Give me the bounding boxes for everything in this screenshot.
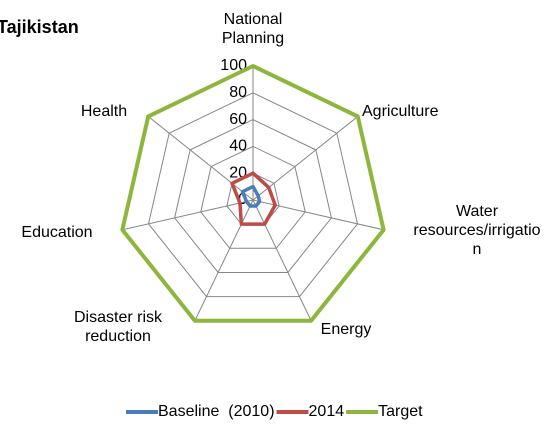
spoke	[252, 116, 359, 201]
spoke	[122, 199, 254, 231]
spoke	[194, 199, 254, 321]
r-tick-label: 40	[229, 138, 247, 155]
spoke	[252, 199, 312, 321]
legend-label: 2014	[309, 403, 345, 420]
r-tick-label: 60	[229, 111, 247, 128]
r-tick-label: 80	[229, 84, 247, 101]
category-label: National Planning	[221, 11, 285, 47]
series-line	[230, 171, 277, 226]
category-label: Water resources/irrigation	[413, 203, 541, 258]
series-line	[120, 64, 386, 323]
category-label: Energy	[320, 321, 372, 338]
chart-title: Tajikistan	[0, 17, 79, 37]
category-label: Disaster risk reduction	[73, 309, 162, 345]
legend-label: Target	[378, 403, 423, 420]
grid-ring	[147, 92, 359, 298]
category-label: Health	[80, 103, 128, 120]
series-line	[240, 184, 262, 208]
grid-ring	[200, 145, 306, 249]
category-label: Agriculture	[362, 103, 439, 120]
legend-label: Baseline (2010)	[158, 403, 275, 420]
spoke	[147, 116, 254, 201]
grid-ring	[174, 119, 332, 273]
r-tick-label: 0	[238, 191, 247, 208]
category-label: Education	[21, 224, 93, 241]
